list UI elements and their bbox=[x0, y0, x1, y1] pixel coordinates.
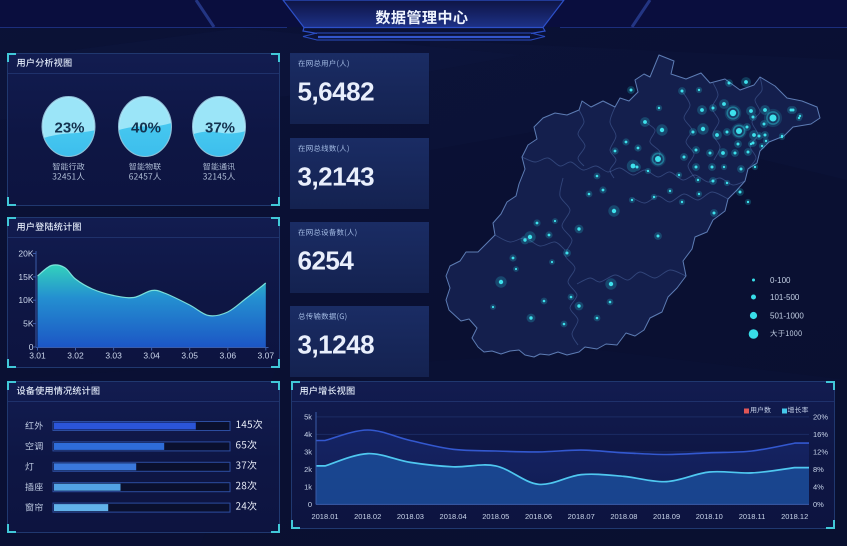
svg-text:5K: 5K bbox=[23, 319, 34, 329]
svg-text:0: 0 bbox=[308, 500, 312, 509]
svg-text:3.07: 3.07 bbox=[258, 351, 275, 361]
svg-text:2018.12: 2018.12 bbox=[781, 512, 808, 521]
svg-text:37%: 37% bbox=[205, 120, 235, 137]
svg-text:20%: 20% bbox=[813, 413, 828, 422]
svg-text:15K: 15K bbox=[18, 272, 33, 282]
svg-text:501-1000: 501-1000 bbox=[770, 311, 804, 320]
svg-text:2018.04: 2018.04 bbox=[440, 512, 467, 521]
svg-text:3.06: 3.06 bbox=[220, 351, 237, 361]
svg-text:3.01: 3.01 bbox=[29, 351, 46, 361]
svg-text:2k: 2k bbox=[304, 465, 312, 474]
svg-text:2018.07: 2018.07 bbox=[568, 512, 595, 521]
svg-text:3.03: 3.03 bbox=[105, 351, 122, 361]
svg-text:4k: 4k bbox=[304, 430, 312, 439]
svg-text:3k: 3k bbox=[304, 448, 312, 457]
svg-text:2018.01: 2018.01 bbox=[311, 512, 338, 521]
svg-text:16%: 16% bbox=[813, 430, 828, 439]
svg-text:2018.05: 2018.05 bbox=[482, 512, 509, 521]
svg-text:4%: 4% bbox=[813, 483, 824, 492]
svg-text:3.04: 3.04 bbox=[143, 351, 160, 361]
svg-text:3.05: 3.05 bbox=[181, 351, 198, 361]
svg-text:0%: 0% bbox=[813, 500, 824, 509]
svg-text:3.02: 3.02 bbox=[67, 351, 84, 361]
svg-text:2018.06: 2018.06 bbox=[525, 512, 552, 521]
svg-text:2018.09: 2018.09 bbox=[653, 512, 680, 521]
svg-text:10K: 10K bbox=[18, 295, 33, 305]
svg-text:8%: 8% bbox=[813, 465, 824, 474]
svg-text:101-500: 101-500 bbox=[770, 293, 800, 302]
svg-text:2018.10: 2018.10 bbox=[696, 512, 723, 521]
svg-text:2018.11: 2018.11 bbox=[739, 512, 766, 521]
svg-text:2018.08: 2018.08 bbox=[610, 512, 637, 521]
svg-text:1k: 1k bbox=[304, 483, 312, 492]
svg-text:40%: 40% bbox=[131, 120, 161, 137]
svg-text:2018.02: 2018.02 bbox=[354, 512, 381, 521]
svg-text:0: 0 bbox=[29, 342, 34, 352]
svg-text:5k: 5k bbox=[304, 413, 312, 422]
svg-text:0-100: 0-100 bbox=[770, 276, 791, 285]
svg-text:12%: 12% bbox=[813, 448, 828, 457]
svg-text:20K: 20K bbox=[18, 249, 33, 259]
svg-text:23%: 23% bbox=[54, 120, 84, 137]
svg-text:2018.03: 2018.03 bbox=[397, 512, 424, 521]
